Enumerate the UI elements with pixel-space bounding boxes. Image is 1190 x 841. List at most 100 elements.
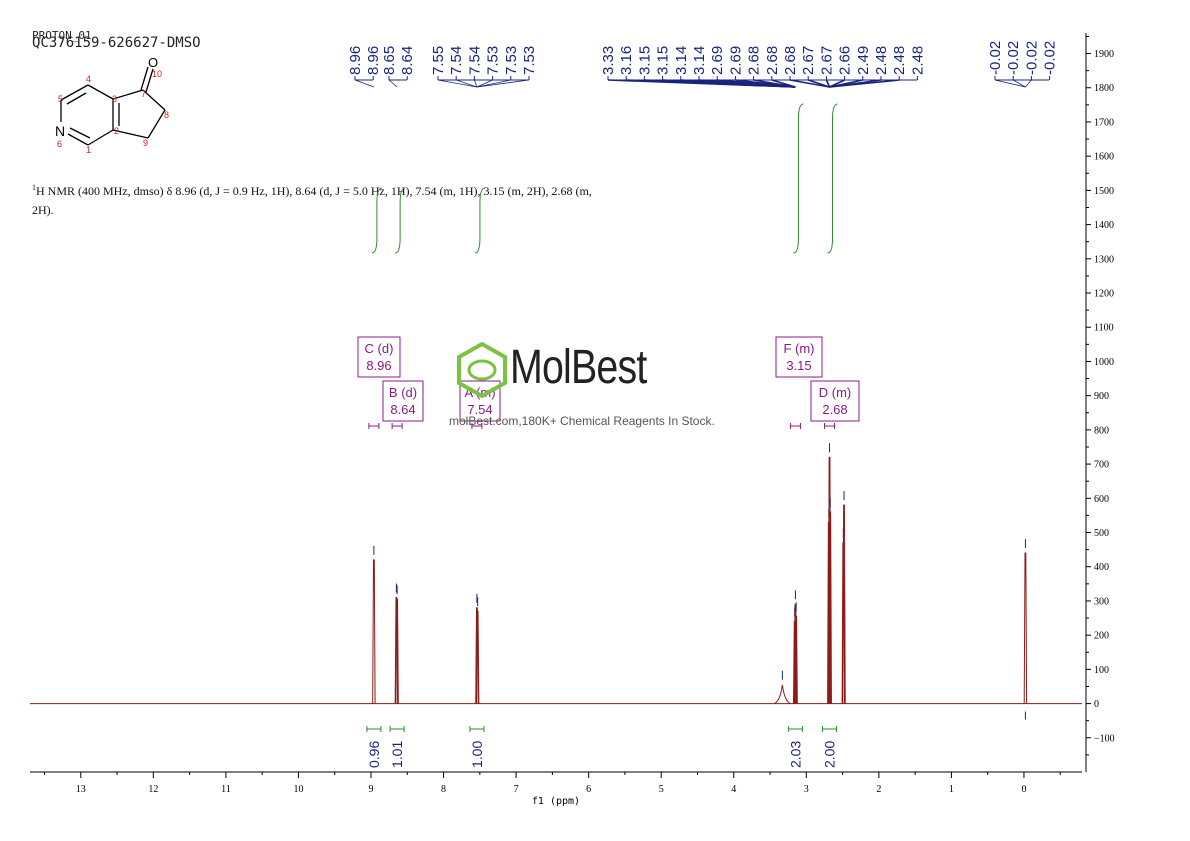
- x-tick-label: 13: [76, 784, 86, 795]
- peak-label-connector: [825, 79, 831, 88]
- nucleus-superscript: 1: [32, 183, 36, 192]
- peak-label-connector: [789, 79, 830, 88]
- peak-shift-label: -0.02: [1042, 41, 1059, 75]
- x-tick-label: 8: [441, 784, 446, 795]
- peak-shift-label: 3.14: [673, 46, 690, 75]
- peak-shift-label: 7.53: [521, 46, 538, 75]
- y-tick-label: 200: [1094, 631, 1109, 642]
- multiplet-shift: 7.54: [467, 402, 492, 417]
- spectrum-peak: [372, 559, 376, 704]
- watermark-tagline: molBest.com,180K+ Chemical Reagents In S…: [449, 414, 715, 428]
- y-tick-label: 300: [1094, 596, 1109, 607]
- peak-shift-label: 7.53: [485, 46, 502, 75]
- y-tick-label: 800: [1094, 425, 1109, 436]
- multiplet-range-marker: [789, 423, 801, 429]
- peak-label-connector: [456, 79, 478, 88]
- integral-value: 0.96: [366, 741, 382, 768]
- spectrum-peak: [828, 511, 832, 704]
- multiplet-range-marker: [368, 423, 380, 429]
- peak-shift-label: 2.68: [746, 46, 763, 75]
- spectrum-peak: [794, 615, 798, 704]
- multiplet-label: C (d): [365, 341, 394, 356]
- integral-value: 1.01: [389, 741, 405, 768]
- spectrum-peak: [394, 597, 399, 704]
- y-tick-label: 100: [1094, 665, 1109, 676]
- sample-title: QC376159-626627-DMSO: [32, 35, 201, 51]
- multiplet-box: [357, 336, 401, 378]
- multiplet-box: [810, 380, 860, 422]
- watermark-brand: MolBest: [510, 341, 647, 394]
- multiplet-range-marker: [471, 423, 483, 429]
- peak-shift-label: 7.54: [448, 46, 465, 75]
- y-tick-label: 1800: [1094, 83, 1114, 94]
- x-tick-label: 12: [148, 784, 158, 795]
- peak-label-connector: [476, 79, 493, 88]
- x-tick-label: 4: [731, 784, 736, 795]
- peak-shift-label: 2.48: [909, 46, 926, 75]
- integral-range-marker: [366, 726, 382, 732]
- peak-label-connector: [1013, 79, 1026, 88]
- peak-shift-label: 2.68: [764, 46, 781, 75]
- molbest-logo-icon: [457, 341, 507, 399]
- y-tick-label: 1600: [1094, 152, 1114, 163]
- peak-shift-label: 3.16: [618, 46, 635, 75]
- y-tick-label: 1300: [1094, 254, 1114, 265]
- integral-value: 2.03: [787, 741, 803, 768]
- peak-label-connector: [807, 79, 830, 88]
- nitrogen-label: N: [55, 123, 65, 139]
- peak-shift-label: 8.96: [347, 46, 364, 75]
- spectrum-peak: [842, 504, 846, 704]
- peak-shift-label: 3.14: [691, 46, 708, 75]
- peak-label-connector: [753, 79, 796, 88]
- peak-shift-label: 2.69: [727, 46, 744, 75]
- integral-curve: [827, 103, 838, 254]
- peak-label-connector: [771, 79, 796, 88]
- peak-label-connector: [1025, 79, 1032, 88]
- multiplet-label: F (m): [783, 341, 814, 356]
- multiplet-label: B (d): [389, 385, 417, 400]
- integral-range-marker: [822, 726, 838, 732]
- atom-number: 7: [141, 89, 146, 99]
- y-tick-label: 0: [1094, 699, 1099, 710]
- peak-shift-label: 7.55: [430, 46, 447, 75]
- spectrum-peak: [395, 598, 399, 704]
- x-axis-label: f1 (ppm): [532, 796, 580, 807]
- x-tick-label: 7: [514, 784, 519, 795]
- integral-curve: [793, 103, 804, 254]
- peak-label-connector: [354, 79, 375, 88]
- peak-shift-label: 2.49: [855, 46, 872, 75]
- experiment-label: PROTON_01: [32, 29, 92, 42]
- atom-number: 4: [86, 74, 91, 84]
- y-tick-label: 1100: [1094, 323, 1114, 334]
- atom-number: 2: [114, 126, 119, 136]
- peak-shift-label: 7.54: [466, 46, 483, 75]
- y-tick-label: 400: [1094, 562, 1109, 573]
- x-tick-label: 9: [368, 784, 373, 795]
- x-tick-label: 1: [949, 784, 954, 795]
- atom-number: 5: [58, 94, 63, 104]
- x-tick-label: 10: [293, 784, 303, 795]
- atom-number: 9: [143, 138, 148, 148]
- spectrum-peak: [475, 610, 480, 704]
- peak-label-connector: [437, 79, 477, 88]
- peak-shift-label: 2.69: [709, 46, 726, 75]
- y-tick-label: 700: [1094, 460, 1109, 471]
- x-tick-label: 6: [586, 784, 591, 795]
- nmr-description-text: H NMR (400 MHz, dmso) δ 8.96 (d, J = 0.9…: [32, 184, 592, 217]
- peak-label-connector: [829, 79, 900, 88]
- integral-range-marker: [787, 726, 803, 732]
- spectrum-peak: [1023, 552, 1028, 704]
- multiplet-shift: 2.68: [822, 402, 847, 417]
- peak-shift-label: 2.67: [800, 46, 817, 75]
- peak-shift-label: -0.02: [1023, 41, 1040, 75]
- atom-number: 6: [57, 139, 62, 149]
- integral-range-marker: [389, 726, 405, 732]
- y-tick-label: −100: [1094, 733, 1115, 744]
- x-tick-label: 0: [1021, 784, 1026, 795]
- peak-shift-label: 2.48: [891, 46, 908, 75]
- x-tick-label: 5: [659, 784, 664, 795]
- multiplet-shift: 3.15: [786, 358, 811, 373]
- peak-shift-label: -0.02: [1005, 41, 1022, 75]
- integral-range-marker: [469, 726, 485, 732]
